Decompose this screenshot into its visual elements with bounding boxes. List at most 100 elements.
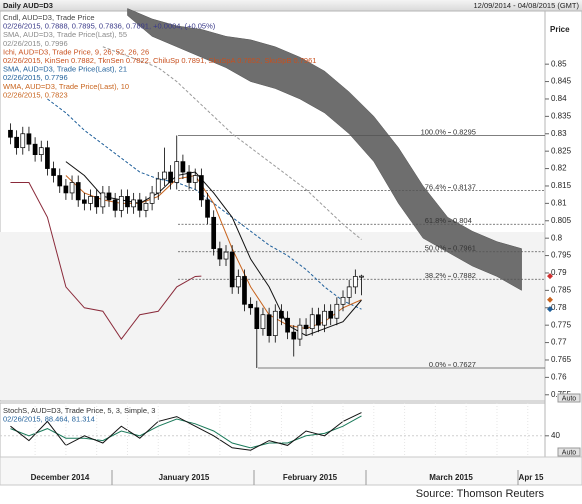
y-tick-label: 0.83	[551, 129, 567, 138]
stoch-tick-label: 40	[551, 431, 560, 440]
y-tick-label: 0.78	[551, 303, 567, 312]
legend-entry: 02/26/2015, 0.7888, 0.7895, 0.7836, 0.78…	[3, 22, 216, 31]
candle-body	[131, 199, 136, 208]
indicator-line	[102, 46, 362, 240]
main-plot	[8, 8, 545, 369]
candle-body	[88, 196, 93, 204]
candle-body	[303, 324, 309, 330]
y-tick-label: 0.765	[551, 355, 572, 364]
candle-body	[186, 171, 192, 183]
candle-body	[229, 251, 235, 288]
candle-body	[199, 175, 204, 201]
auto-button[interactable]	[557, 447, 581, 457]
auto-button[interactable]	[557, 393, 581, 403]
y-axis-label: Price	[550, 25, 570, 34]
fib-percent: 38.2%	[425, 271, 447, 280]
fib-value: 0.804	[453, 216, 472, 225]
candle-body	[205, 199, 210, 218]
y-tick-label: 0.835	[551, 111, 572, 120]
candle-body	[112, 199, 118, 211]
candle-body	[57, 175, 63, 187]
x-axis-bar	[0, 456, 582, 486]
last-value-marker	[547, 306, 553, 313]
candle-body	[125, 196, 130, 208]
legend-entry: 02/26/2015, KinSen 0.7882, TknSen 0.7822…	[3, 56, 316, 65]
candle-body	[38, 147, 44, 155]
legend-entry: WMA, AUD=D3, Trade Price(Last), 10	[3, 82, 129, 91]
candle-body	[328, 310, 334, 319]
candle-body	[155, 178, 161, 194]
candle-body	[346, 286, 352, 298]
y-tick-label: 0.85	[551, 59, 567, 68]
candle-body	[223, 251, 229, 260]
month-label: January 2015	[159, 473, 210, 482]
shade-band	[0, 232, 545, 400]
candle-body	[309, 314, 315, 330]
candle-body	[143, 203, 149, 211]
candle-body	[291, 331, 297, 340]
candle-body	[63, 185, 69, 194]
candle-body	[217, 248, 223, 260]
legend-entry: Cndl, AUD=D3, Trade Price	[3, 13, 95, 22]
legend-entry: Ichi, AUD=D3, Trade Price, 9, 26, 52, 26…	[3, 47, 149, 56]
stoch-plot	[0, 412, 545, 451]
y-tick-label: 0.815	[551, 181, 572, 190]
auto-button-label[interactable]: Auto	[562, 395, 577, 402]
fib-value: 0.7961	[453, 244, 476, 253]
date-range: 12/09/2014 - 04/08/2015 (GMT)	[474, 1, 580, 10]
y-tick-label: 0.845	[551, 77, 572, 86]
candle-body	[75, 182, 81, 201]
fib-value: 0.8295	[453, 127, 476, 136]
y-tick-label: 0.775	[551, 320, 572, 329]
candle-body	[14, 136, 19, 149]
stoch-legend-entry: StochS, AUD=D3, Trade Price, 5, 3, Simpl…	[3, 406, 155, 415]
stoch-legend-entry: 02/26/2015, 88.464, 81.314	[3, 415, 95, 424]
auto-button-label[interactable]: Auto	[562, 449, 577, 456]
y-tick-label: 0.84	[551, 94, 567, 103]
candle-body	[118, 196, 124, 211]
month-label: Apr 15	[519, 473, 544, 482]
chart-title: Daily AUD=D3	[3, 1, 53, 10]
candle-body	[51, 168, 56, 176]
candle-body	[106, 192, 112, 201]
y-tick-label: 0.8	[551, 233, 563, 242]
fib-percent: 0.0%	[429, 360, 446, 369]
y-tick-label: 0.77	[551, 338, 567, 347]
y-tick-label: 0.76	[551, 372, 567, 381]
legend-entry: 02/26/2015, 0.7796	[3, 73, 68, 82]
last-value-marker	[547, 296, 553, 303]
y-tick-label: 0.81	[551, 198, 567, 207]
candle-body	[20, 133, 26, 149]
candle-body	[266, 314, 272, 336]
fib-percent: 61.8%	[425, 216, 447, 225]
last-value-marker	[547, 273, 553, 280]
candle-body	[316, 314, 321, 326]
y-tick-label: 0.82	[551, 164, 567, 173]
y-tick-label: 0.785	[551, 285, 572, 294]
candle-body	[192, 175, 198, 183]
candle-body	[254, 307, 260, 330]
candle-body	[26, 133, 32, 145]
candle-body	[285, 317, 290, 333]
candle-body	[359, 275, 364, 278]
candle-body	[242, 276, 247, 305]
month-label: February 2015	[283, 473, 338, 482]
candle-body	[168, 171, 173, 183]
y-tick-label: 0.805	[551, 216, 572, 225]
fib-value: 0.7627	[453, 360, 476, 369]
candle-body	[82, 199, 87, 204]
candle-body	[174, 161, 180, 183]
ichimoku-cloud	[127, 8, 522, 291]
candle-body	[334, 303, 340, 319]
candle-body	[180, 161, 186, 173]
fib-percent: 50.0%	[425, 244, 447, 253]
candle-body	[322, 310, 327, 326]
y-tick-label: 0.795	[551, 251, 572, 260]
y-tick-label: 0.825	[551, 146, 572, 155]
candle-body	[32, 143, 38, 155]
price-axis	[544, 10, 582, 458]
candle-body	[211, 216, 217, 249]
candle-body	[340, 296, 346, 305]
legend-entry: SMA, AUD=D3, Trade Price(Last), 21	[3, 65, 127, 74]
